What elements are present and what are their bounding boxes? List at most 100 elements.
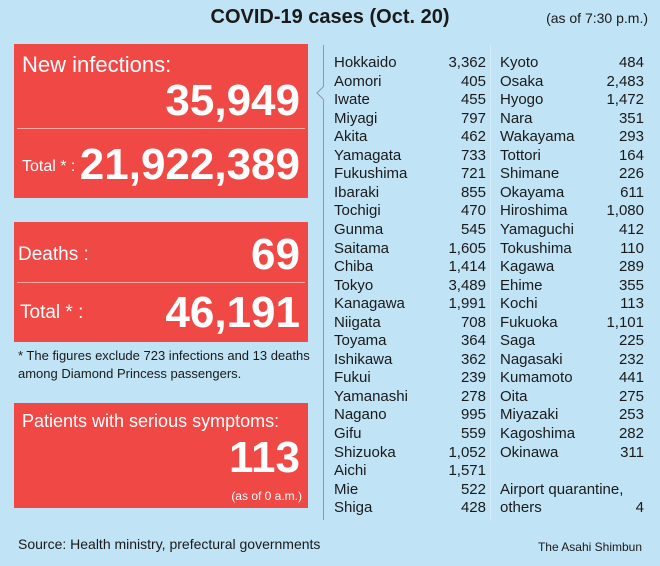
- prefecture-row: Saitama 1,605: [334, 240, 486, 258]
- prefecture-value: 462: [460, 128, 486, 146]
- column-divider: [490, 45, 491, 520]
- prefecture-value: 855: [460, 183, 486, 201]
- prefecture-name: Kagawa: [500, 258, 555, 276]
- prefecture-name: Shimane: [500, 165, 560, 183]
- prefecture-row: Fukui 239: [334, 369, 486, 387]
- prefecture-name: Ibaraki: [334, 183, 380, 201]
- prefecture-value: 226: [618, 165, 644, 183]
- prefecture-name: Kyoto: [500, 54, 539, 71]
- prefecture-value: 1,991: [448, 295, 486, 313]
- prefecture-value: 3,362: [448, 54, 486, 71]
- prefecture-row: Aomori 405: [334, 73, 486, 91]
- prefecture-name: Nagano: [334, 406, 387, 424]
- prefecture-value: 311: [620, 443, 644, 461]
- source: Source: Health ministry, prefectural gov…: [18, 536, 321, 552]
- new-infections-label: New infections:: [22, 52, 172, 77]
- prefecture-name: Fukui: [334, 369, 371, 387]
- prefecture-value: 1,052: [448, 443, 486, 461]
- prefecture-name: Ishikawa: [334, 350, 393, 368]
- prefecture-name: Fukushima: [334, 165, 408, 183]
- prefecture-name: Kochi: [500, 295, 538, 313]
- prefecture-name: Iwate: [334, 91, 370, 109]
- prefecture-row: Tochigi 470: [334, 202, 486, 220]
- prefecture-row: Hiroshima 1,080: [500, 202, 644, 220]
- infections-box: New infections: 35,949 Total * : 21,922,…: [14, 44, 308, 198]
- prefecture-value: 441: [618, 369, 644, 387]
- prefecture-name: Hyogo: [500, 91, 544, 109]
- prefecture-row: Yamaguchi 412: [500, 221, 644, 239]
- divider: [17, 128, 305, 129]
- prefecture-value: 362: [460, 350, 486, 368]
- airport-row: Airport quarantine,: [500, 481, 644, 499]
- prefecture-row: Wakayama 293: [500, 128, 644, 146]
- prefecture-value: 470: [460, 202, 486, 220]
- prefecture-name: Okayama: [500, 183, 565, 201]
- prefecture-value: 253: [618, 406, 644, 424]
- page-title: COVID-19 cases (Oct. 20): [210, 6, 450, 28]
- prefecture-name: Saga: [500, 332, 536, 350]
- prefecture-row: Saga 225: [500, 332, 644, 350]
- prefecture-row: Fukuoka 1,101: [500, 314, 644, 332]
- prefecture-value: 113: [620, 295, 644, 313]
- prefecture-row: Kyoto 484: [500, 54, 644, 72]
- prefecture-row: Hyogo 1,472: [500, 91, 644, 109]
- prefecture-value: 708: [460, 313, 486, 331]
- prefecture-row: Iwate 455: [334, 91, 486, 109]
- as-of-time: (as of 7:30 p.m.): [546, 10, 648, 26]
- prefecture-row: Ehime 355: [500, 277, 644, 295]
- prefecture-name: Okinawa: [500, 443, 559, 461]
- airport-label: Airport quarantine,: [500, 481, 624, 498]
- prefecture-row: Miyagi 797: [334, 110, 486, 128]
- prefecture-row: Oita 275: [500, 388, 644, 406]
- prefecture-name: Yamagata: [334, 146, 402, 164]
- prefecture-name: Aichi: [334, 462, 367, 480]
- prefecture-row: Gunma 545: [334, 221, 486, 239]
- prefecture-name: Niigata: [334, 313, 381, 331]
- prefecture-row: Akita 462: [334, 128, 486, 146]
- prefecture-row: Kagawa 289: [500, 258, 644, 276]
- prefecture-row: Osaka 2,483: [500, 73, 644, 91]
- prefecture-row: Nagano 995: [334, 406, 486, 424]
- prefecture-value: 282: [618, 425, 644, 442]
- prefecture-name: Fukuoka: [500, 313, 558, 331]
- prefecture-name: Miyagi: [334, 109, 378, 127]
- prefecture-value: 351: [618, 109, 644, 127]
- prefecture-row: Nagasaki 232: [500, 351, 644, 369]
- prefecture-row: Ibaraki 855: [334, 184, 486, 202]
- prefecture-name: Osaka: [500, 72, 544, 90]
- prefecture-name: Gunma: [334, 220, 384, 238]
- prefecture-value: 733: [460, 146, 486, 164]
- prefecture-row: Okinawa 311: [500, 444, 644, 462]
- prefecture-row: Hokkaido 3,362: [334, 54, 486, 72]
- bracket-notch-icon: [316, 86, 324, 100]
- total-infections-label: Total * :: [22, 158, 76, 175]
- prefecture-name: Akita: [334, 128, 368, 146]
- prefecture-name: Shizuoka: [334, 443, 396, 461]
- prefecture-name: Ehime: [500, 276, 543, 294]
- prefecture-row: Tottori 164: [500, 147, 644, 165]
- prefecture-value: 545: [460, 220, 486, 238]
- prefecture-value: 1,605: [448, 239, 486, 257]
- prefecture-value: 611: [620, 183, 644, 201]
- serious-box: Patients with serious symptoms: 113 (as …: [14, 403, 308, 508]
- prefecture-row: Kagoshima 282: [500, 425, 644, 443]
- total-deaths-value: 46,191: [165, 288, 300, 337]
- deaths-box: Deaths : 69 Total * : 46,191: [14, 222, 308, 342]
- prefecture-row: Yamagata 733: [334, 147, 486, 165]
- prefecture-row: Miyazaki 253: [500, 406, 644, 424]
- prefecture-name: Chiba: [334, 258, 374, 276]
- prefecture-name: Oita: [500, 387, 528, 405]
- prefecture-row: Gifu 559: [334, 425, 486, 443]
- serious-value: 113: [229, 433, 300, 482]
- prefecture-row: Fukushima 721: [334, 165, 486, 183]
- prefecture-name: Hokkaido: [334, 54, 397, 71]
- prefecture-row: Shimane 226: [500, 165, 644, 183]
- prefecture-name: Nagasaki: [500, 350, 563, 368]
- prefecture-value: 1,101: [606, 313, 644, 331]
- prefecture-name: Aomori: [334, 72, 382, 90]
- prefecture-value: 1,414: [448, 258, 486, 276]
- serious-label: Patients with serious symptoms:: [22, 411, 280, 431]
- bracket-line: [323, 45, 324, 520]
- serious-note: (as of 0 a.m.): [231, 489, 302, 503]
- prefecture-name: Saitama: [334, 239, 390, 257]
